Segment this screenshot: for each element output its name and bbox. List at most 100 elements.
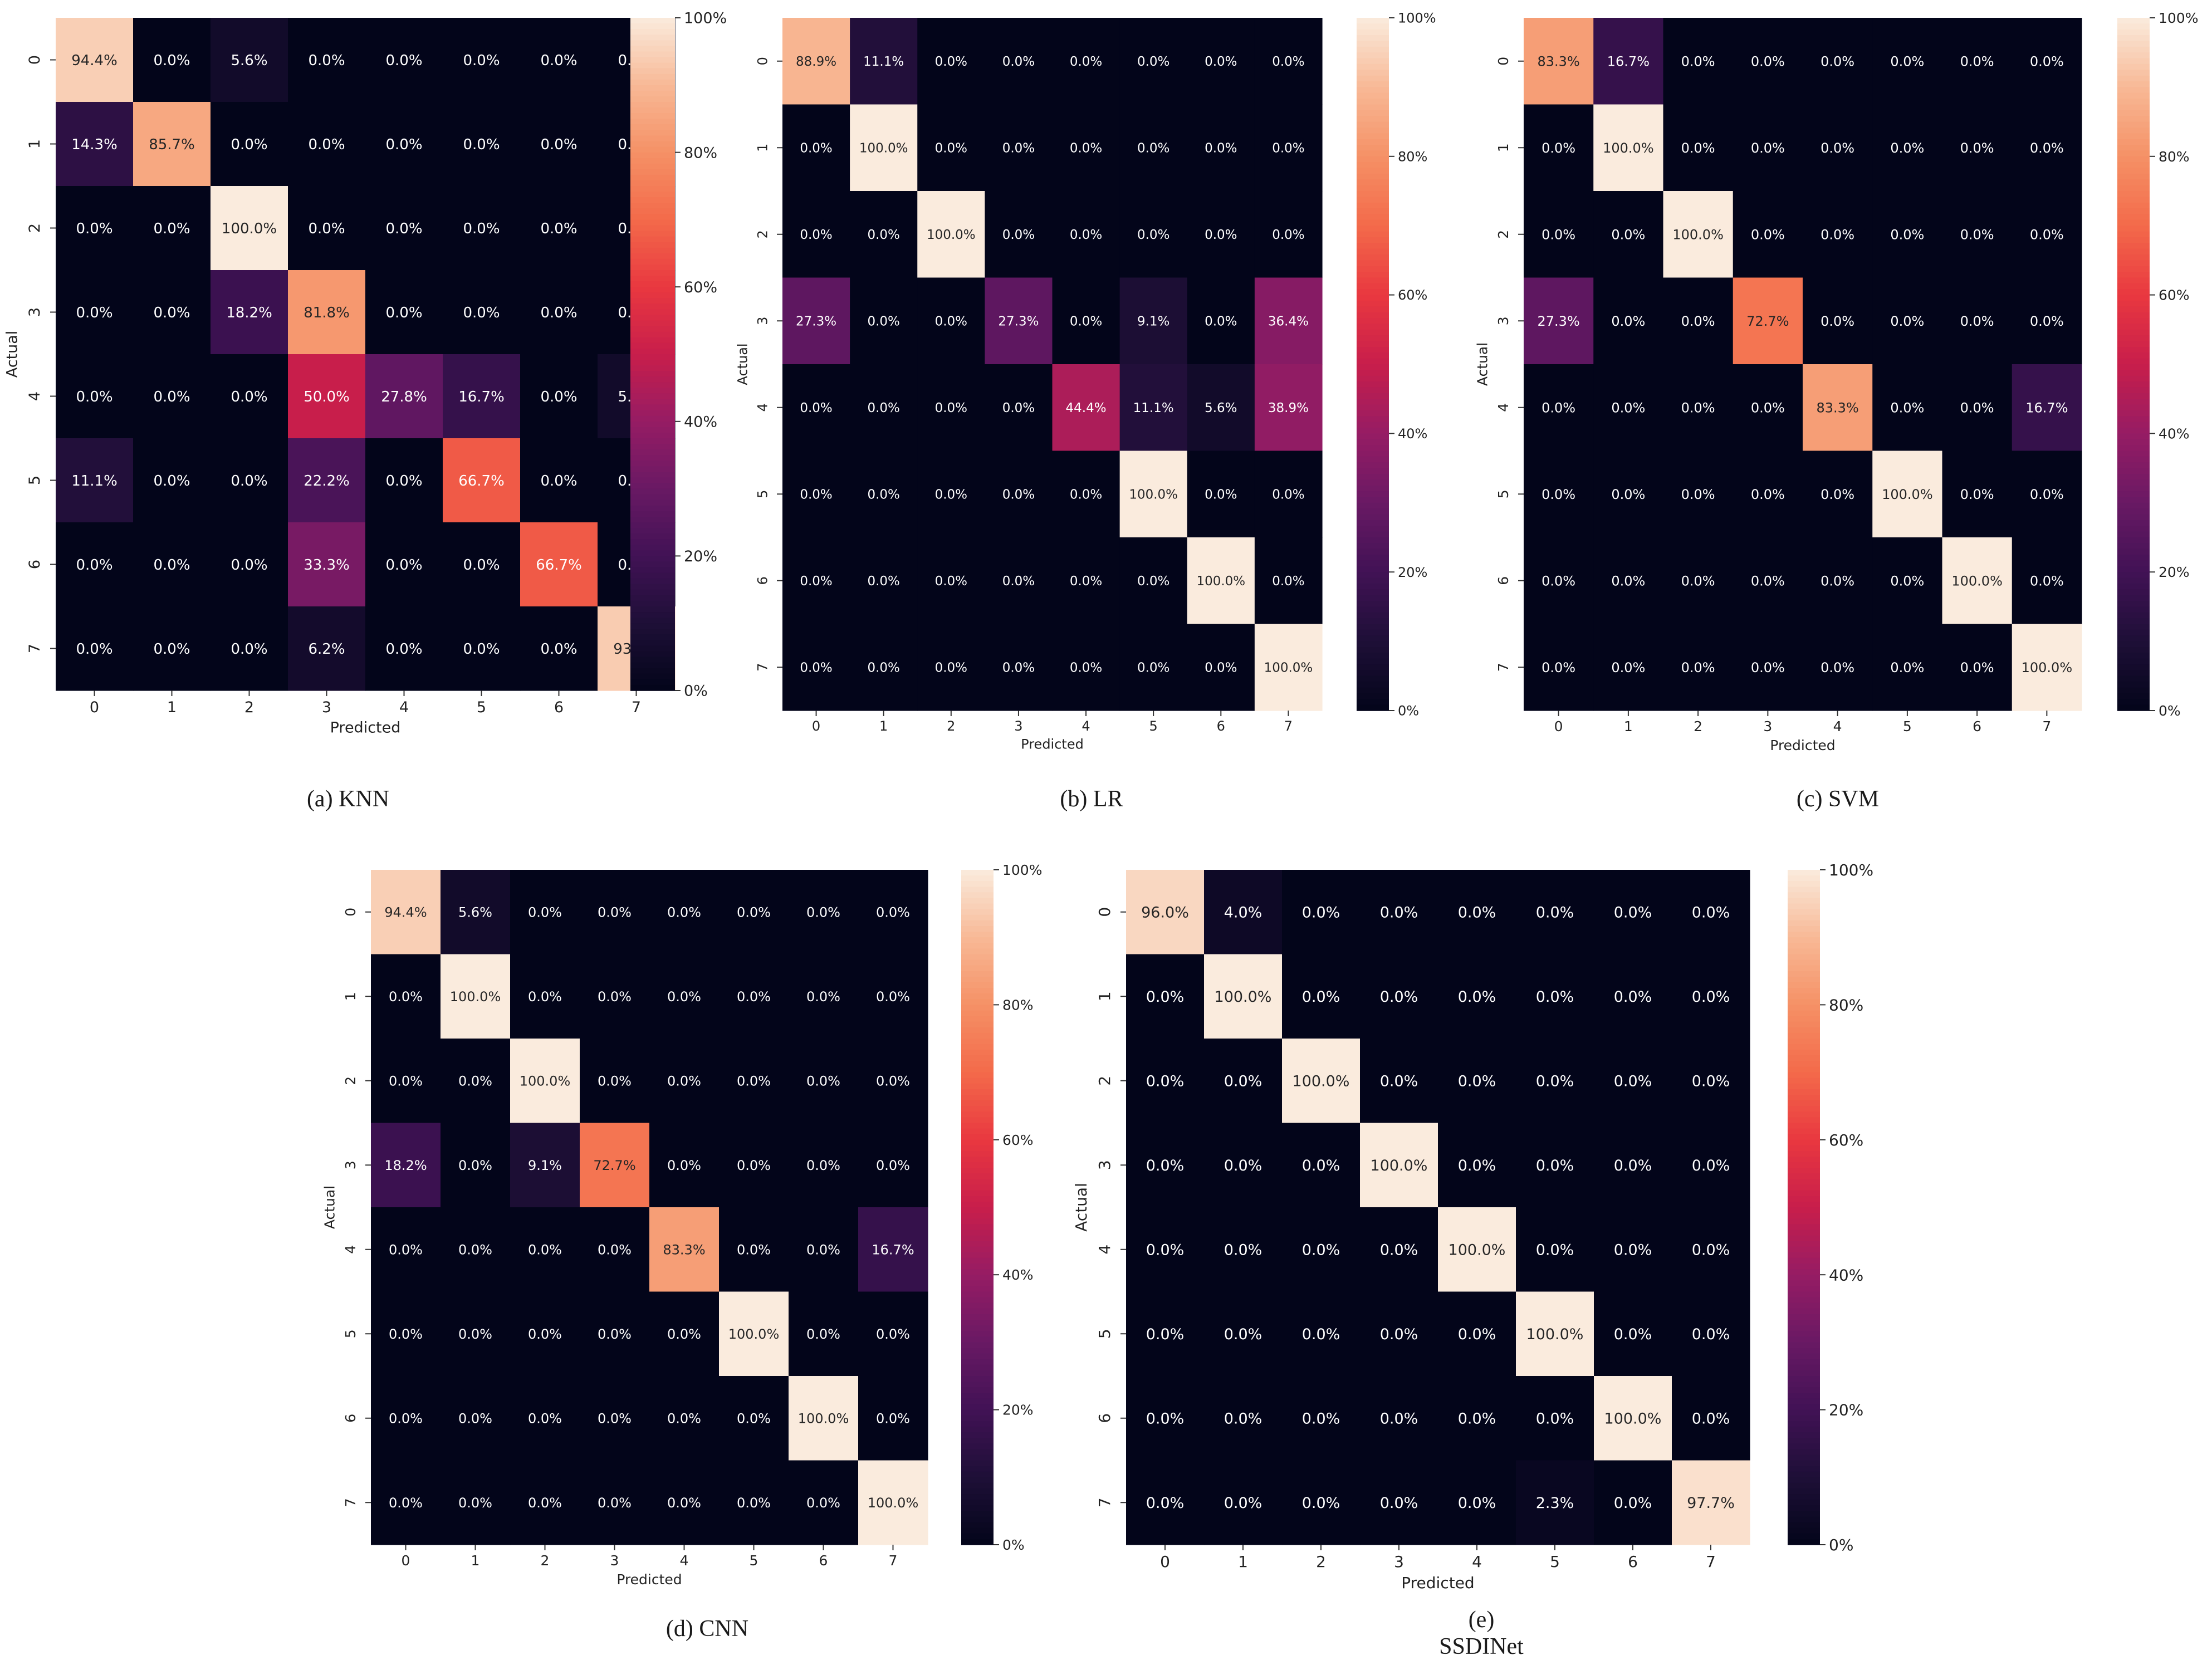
heatmap-cell xyxy=(365,270,443,355)
x-tick-label: 7 xyxy=(1706,1553,1716,1571)
cell-value-label: 0.0% xyxy=(1458,904,1496,921)
colorbar-segment xyxy=(961,1050,994,1056)
y-tick-label: 5 xyxy=(342,1329,359,1338)
heatmap-cell xyxy=(510,1123,580,1208)
colorbar-segment xyxy=(2117,52,2150,59)
colorbar-segment xyxy=(2117,422,2150,428)
heatmap-cell xyxy=(1438,954,1516,1039)
cell-value-label: 0.0% xyxy=(1890,573,1924,589)
colorbar-segment xyxy=(1788,1336,1820,1343)
colorbar-segment xyxy=(1357,81,1389,88)
colorbar-segment xyxy=(1788,1207,1820,1213)
heatmap-cell xyxy=(1733,191,1803,278)
heatmap-cell xyxy=(1672,1460,1750,1545)
colorbar-segment xyxy=(2117,214,2150,221)
caption-ssdinet: (e) SSDINet xyxy=(1439,1607,1524,1659)
y-tick-label: 7 xyxy=(755,663,770,672)
cell-value-label: 0.0% xyxy=(737,1495,771,1511)
colorbar-segment xyxy=(2117,560,2150,567)
cell-value-label: 18.2% xyxy=(226,305,272,321)
heatmap-cell xyxy=(1872,104,1943,192)
y-tick-label: 2 xyxy=(342,1076,359,1085)
cell-value-label: 27.3% xyxy=(998,315,1039,329)
heatmap-cell xyxy=(443,522,521,607)
cell-value-label: 0.0% xyxy=(737,1158,771,1173)
heatmap-cell xyxy=(917,364,985,452)
cell-value-label: 0.0% xyxy=(458,1326,492,1342)
heatmap-cell xyxy=(985,364,1053,452)
colorbar-segment xyxy=(961,1066,994,1073)
colorbar-segment xyxy=(2117,300,2150,307)
cell-value-label: 0.0% xyxy=(76,305,112,321)
colorbar-segment xyxy=(630,415,675,422)
colorbar-segment xyxy=(2117,87,2150,94)
cell-value-label: 100.0% xyxy=(520,1073,571,1089)
heatmap-cell xyxy=(985,450,1053,538)
heatmap-cell xyxy=(1052,277,1120,365)
colorbar-segment xyxy=(1357,548,1389,555)
cell-value-label: 0.0% xyxy=(667,1073,701,1089)
cell-value-label: 0.0% xyxy=(1070,574,1102,589)
cell-value-label: 0.0% xyxy=(667,904,701,920)
cell-value-label: 0.0% xyxy=(1890,660,1924,675)
colorbar-segment xyxy=(961,1005,994,1011)
colorbar-segment xyxy=(2117,150,2150,157)
colorbar-segment xyxy=(1788,1184,1820,1191)
cell-value-label: 44.4% xyxy=(1066,401,1107,415)
colorbar-segment xyxy=(630,169,675,175)
colorbar-segment xyxy=(2117,81,2150,88)
colorbar-segment xyxy=(961,1134,994,1140)
heatmap-cell xyxy=(1360,1460,1438,1545)
colorbar-segment xyxy=(2117,58,2150,65)
heatmap-cell xyxy=(1254,104,1323,192)
heatmap-cell xyxy=(1438,1376,1516,1461)
heatmap-cell xyxy=(371,1123,441,1208)
colorbar-segment xyxy=(2117,393,2150,399)
colorbar-segment xyxy=(1788,1348,1820,1354)
cell-value-label: 0.0% xyxy=(1137,141,1169,156)
heatmap-cell xyxy=(1733,450,1803,538)
colorbar-segment xyxy=(1357,381,1389,388)
colorbar-segment xyxy=(1357,399,1389,405)
heatmap-cell xyxy=(1516,1039,1594,1124)
colorbar-segment xyxy=(1357,531,1389,538)
colorbar-segment xyxy=(961,1106,994,1113)
heatmap-cell xyxy=(649,870,720,955)
colorbar-segment xyxy=(630,673,675,680)
cell-value-label: 0.0% xyxy=(1458,988,1496,1006)
cell-value-label: 0.0% xyxy=(1272,574,1304,589)
colorbar-tick-label: 0% xyxy=(1398,703,1419,719)
colorbar-segment xyxy=(1788,1482,1820,1489)
heatmap-cell xyxy=(365,102,443,187)
heatmap-cell xyxy=(1360,1207,1438,1292)
colorbar-segment xyxy=(2117,387,2150,394)
heatmap-cell xyxy=(782,191,850,278)
colorbar-segment xyxy=(1357,41,1389,47)
colorbar-segment xyxy=(1788,1269,1820,1275)
heatmap-cell xyxy=(649,1039,720,1124)
heatmap-cell xyxy=(1942,624,2013,711)
heatmap-cell xyxy=(1052,18,1120,105)
cell-value-label: 0.0% xyxy=(1611,314,1645,329)
colorbar-segment xyxy=(2117,450,2150,457)
heatmap-cell xyxy=(1593,104,1664,192)
colorbar-segment xyxy=(1788,1488,1820,1495)
colorbar-segment xyxy=(1788,993,1820,1000)
cell-value-label: 0.0% xyxy=(1541,573,1575,589)
cell-value-label: 0.0% xyxy=(1070,661,1102,675)
x-tick-label: 4 xyxy=(680,1553,689,1569)
colorbar-segment xyxy=(1357,179,1389,186)
colorbar-segment xyxy=(630,488,675,495)
colorbar-segment xyxy=(630,449,675,456)
y-tick-label: 0 xyxy=(342,908,359,917)
colorbar-segment xyxy=(2117,346,2150,354)
cell-value-label: 83.3% xyxy=(1817,400,1859,415)
colorbar-segment xyxy=(1788,1443,1820,1450)
heatmap-cell xyxy=(1803,104,1873,192)
colorbar-segment xyxy=(1357,479,1389,486)
colorbar-segment xyxy=(630,545,675,551)
colorbar-segment xyxy=(2117,479,2150,486)
colorbar-segment xyxy=(2117,566,2150,572)
heatmap-cell xyxy=(133,270,211,355)
colorbar-segment xyxy=(961,1139,994,1146)
